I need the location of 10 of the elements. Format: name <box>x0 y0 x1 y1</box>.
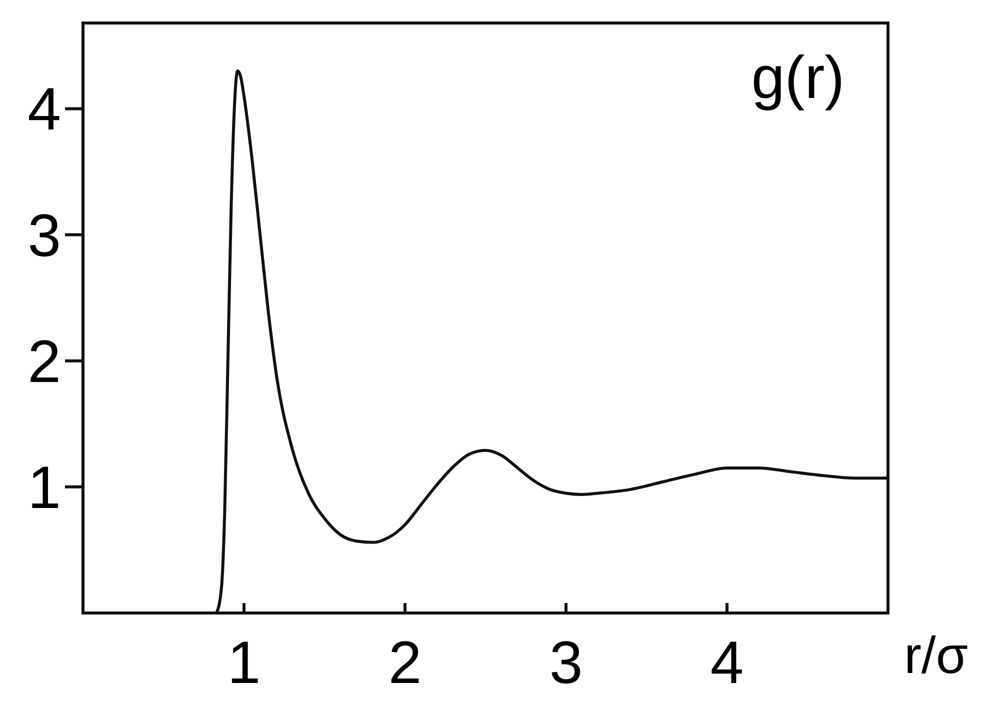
x-tick-label: 2 <box>388 629 422 696</box>
y-tick-label: 4 <box>28 76 61 143</box>
y-tick-label: 1 <box>28 454 61 521</box>
x-tick-label: 3 <box>549 629 583 696</box>
y-tick-label: 3 <box>28 202 61 269</box>
x-axis-title: r/σ <box>904 627 968 685</box>
x-tick-label: 4 <box>710 629 744 696</box>
y-axis-title: g(r) <box>751 44 845 111</box>
y-tick-label: 2 <box>28 328 61 395</box>
x-tick-label: 1 <box>227 629 261 696</box>
